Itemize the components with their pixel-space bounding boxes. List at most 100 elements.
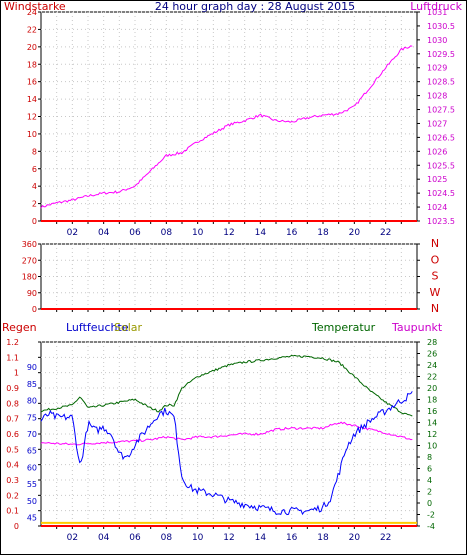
right-tick-label: 1029.5 bbox=[427, 50, 455, 59]
x-tick-label: 14 bbox=[255, 228, 267, 238]
right-tick-label: 24 bbox=[427, 361, 437, 370]
y-tick-label: 6 bbox=[32, 165, 37, 174]
series-line-0 bbox=[40, 354, 413, 417]
x-tick-label: 02 bbox=[67, 533, 78, 543]
x-tick-label: 18 bbox=[317, 533, 329, 543]
right-tick-label: 1023.5 bbox=[427, 217, 455, 226]
right-tick-label: 1028 bbox=[427, 92, 447, 101]
left-axis-title: Windstarke bbox=[4, 0, 66, 13]
y-tick-label: 0 bbox=[32, 217, 37, 226]
y-tick-label: 180 bbox=[22, 273, 37, 282]
right-tick-label: W bbox=[430, 286, 441, 299]
humidity-tick-label: 75 bbox=[27, 413, 37, 422]
right-tick-label: 1024 bbox=[427, 203, 447, 212]
y-tick-label: 0.4 bbox=[6, 461, 19, 470]
y-tick-label: 10 bbox=[27, 130, 37, 139]
right-tick-label: 1029 bbox=[427, 64, 447, 73]
right-tick-label: 26 bbox=[427, 350, 437, 359]
right-tick-label: 18 bbox=[427, 396, 437, 405]
series-label: Solar bbox=[114, 321, 143, 334]
x-tick-label: 08 bbox=[161, 533, 173, 543]
right-tick-label: 1024.5 bbox=[427, 189, 455, 198]
y-tick-label: 1.1 bbox=[6, 353, 19, 362]
right-tick-label: 1025 bbox=[427, 175, 447, 184]
x-tick-label: 14 bbox=[255, 533, 267, 543]
x-tick-label: 10 bbox=[192, 228, 204, 238]
right-tick-label: 1027 bbox=[427, 119, 447, 128]
right-tick-label: 1030 bbox=[427, 36, 447, 45]
humidity-tick-label: 50 bbox=[27, 497, 37, 506]
chart-title: 24 hour graph day : 28 August 2015 bbox=[155, 0, 355, 13]
x-tick-label: 04 bbox=[98, 228, 110, 238]
right-tick-label: O bbox=[431, 253, 440, 266]
series-line-0 bbox=[40, 45, 413, 209]
humidity-tick-label: 55 bbox=[27, 480, 37, 489]
right-tick-label: -4 bbox=[427, 522, 435, 531]
right-tick-label: 2 bbox=[427, 488, 432, 497]
right-tick-label: 22 bbox=[427, 373, 437, 382]
right-tick-label: 1030.5 bbox=[427, 22, 455, 31]
x-tick-label: 22 bbox=[380, 533, 391, 543]
x-tick-label: 16 bbox=[286, 228, 298, 238]
y-tick-label: 24 bbox=[27, 8, 37, 17]
humidity-tick-label: 60 bbox=[27, 463, 37, 472]
right-tick-label: N bbox=[431, 237, 439, 250]
right-tick-label: 4 bbox=[427, 476, 432, 485]
x-tick-label: 18 bbox=[317, 228, 329, 238]
y-tick-label: 16 bbox=[27, 78, 37, 87]
x-tick-label: 12 bbox=[223, 533, 234, 543]
right-tick-label: 1026 bbox=[427, 147, 447, 156]
y-tick-label: 0.9 bbox=[6, 384, 19, 393]
right-tick-label: 14 bbox=[427, 419, 437, 428]
right-tick-label: 16 bbox=[427, 407, 437, 416]
humidity-tick-label: 80 bbox=[27, 397, 37, 406]
humidity-tick-label: 90 bbox=[27, 363, 37, 372]
y-tick-label: 0.6 bbox=[6, 430, 19, 439]
x-tick-label: 20 bbox=[349, 228, 361, 238]
series-label: Regen bbox=[2, 321, 37, 334]
y-tick-label: 2 bbox=[32, 200, 37, 209]
right-tick-label: 6 bbox=[427, 465, 432, 474]
series-label: Taupunkt bbox=[391, 321, 443, 334]
x-tick-label: 06 bbox=[129, 533, 141, 543]
x-tick-label: 10 bbox=[192, 533, 204, 543]
y-tick-label: 18 bbox=[27, 60, 37, 69]
humidity-tick-label: 70 bbox=[27, 430, 37, 439]
y-tick-label: 270 bbox=[22, 256, 37, 265]
right-tick-label: 12 bbox=[427, 430, 437, 439]
right-tick-label: 20 bbox=[427, 384, 437, 393]
y-tick-label: 90 bbox=[27, 289, 37, 298]
y-tick-label: 0 bbox=[32, 305, 37, 314]
y-tick-label: 0.3 bbox=[6, 476, 19, 485]
y-tick-label: 20 bbox=[27, 43, 37, 52]
series-line-2 bbox=[40, 391, 413, 516]
humidity-tick-label: 65 bbox=[27, 447, 37, 456]
x-tick-label: 16 bbox=[286, 533, 298, 543]
right-tick-label: 8 bbox=[427, 453, 432, 462]
x-tick-label: 22 bbox=[380, 228, 391, 238]
y-tick-label: 0.1 bbox=[6, 507, 19, 516]
right-tick-label: 1026.5 bbox=[427, 133, 455, 142]
y-tick-label: 360 bbox=[22, 240, 37, 249]
right-tick-label: S bbox=[432, 270, 439, 283]
right-tick-label: 1025.5 bbox=[427, 161, 455, 170]
right-tick-label: 10 bbox=[427, 442, 437, 451]
x-tick-label: 12 bbox=[223, 228, 234, 238]
y-tick-label: 0.5 bbox=[6, 445, 19, 454]
humidity-tick-label: 85 bbox=[27, 380, 37, 389]
right-tick-label: 1031 bbox=[427, 8, 447, 17]
right-tick-label: 1028.5 bbox=[427, 78, 455, 87]
y-tick-label: 0 bbox=[14, 522, 19, 531]
right-axis-title: Luftdruck bbox=[410, 0, 462, 13]
y-tick-label: 0.8 bbox=[6, 399, 19, 408]
series-label: Temperatur bbox=[311, 321, 376, 334]
x-tick-label: 04 bbox=[98, 533, 110, 543]
series-line-1 bbox=[40, 421, 413, 446]
y-tick-label: 12 bbox=[27, 113, 37, 122]
x-tick-label: 02 bbox=[67, 228, 78, 238]
y-tick-label: 8 bbox=[32, 147, 37, 156]
right-tick-label: -2 bbox=[427, 511, 435, 520]
y-tick-label: 0.2 bbox=[6, 491, 19, 500]
humidity-tick-label: 45 bbox=[27, 514, 37, 523]
